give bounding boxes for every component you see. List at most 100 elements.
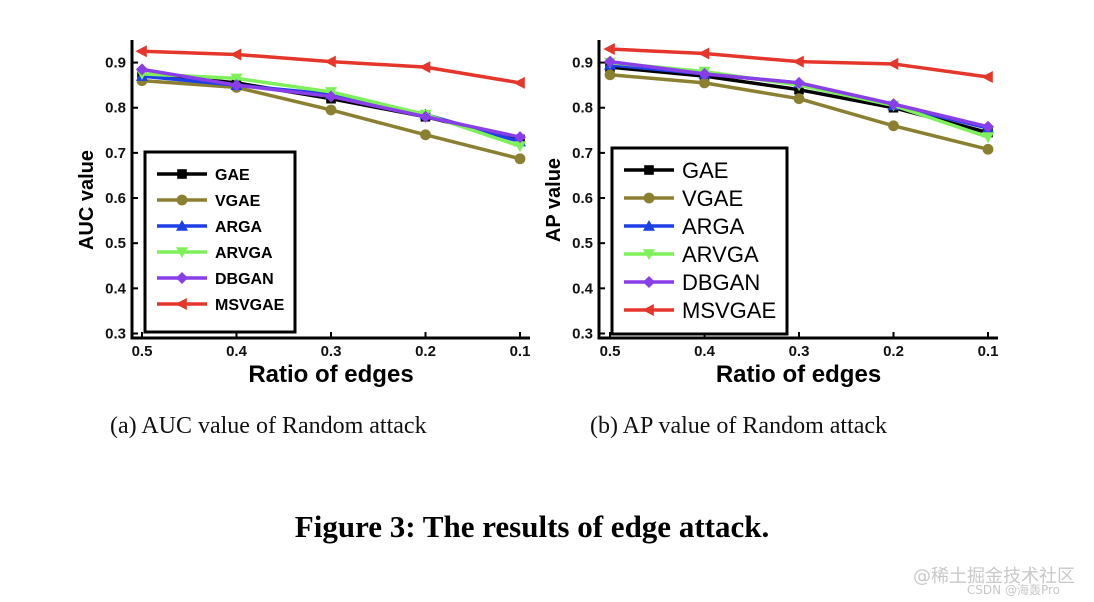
x-tick-label: 0.2 — [415, 343, 436, 360]
data-point-vgae — [604, 69, 616, 81]
data-point-vgae — [514, 153, 526, 165]
legend-label-dbgan: DBGAN — [215, 271, 274, 288]
data-point-msvgae — [229, 48, 242, 61]
legend-label-msvgae: MSVGAE — [215, 297, 285, 314]
data-point-vgae — [888, 120, 899, 132]
x-tick-label: 0.4 — [694, 343, 716, 360]
x-tick-label: 0.3 — [321, 343, 342, 360]
series-vgae — [604, 69, 994, 155]
data-point-msvgae — [981, 71, 993, 84]
y-tick-label: 0.4 — [572, 280, 594, 297]
legend-label-msvgae: MSVGAE — [682, 298, 776, 323]
legend-marker-vgae — [176, 194, 188, 206]
x-tick-label: 0.1 — [978, 343, 999, 360]
legend-label-dbgan: DBGAN — [682, 270, 760, 295]
legend-label-vgae: VGAE — [215, 193, 261, 210]
y-tick-label: 0.6 — [572, 190, 593, 207]
x-tick-label: 0.4 — [226, 343, 248, 360]
legend-box — [143, 150, 297, 334]
figure-caption: Figure 3: The results of edge attack. — [295, 509, 769, 544]
watermark-line2: CSDN @海轰Pro — [967, 582, 1060, 597]
data-point-msvgae — [886, 57, 899, 70]
legend-label-arga: ARGA — [215, 219, 263, 236]
data-point-vgae — [793, 93, 805, 105]
x-tick-label: 0.5 — [600, 343, 621, 360]
data-point-msvgae — [324, 55, 336, 68]
data-point-arvga — [514, 141, 526, 153]
y-tick-label: 0.9 — [105, 55, 126, 72]
legend-marker-vgae — [643, 192, 655, 204]
chart-auc: 0.3 0.4 0.5 0.6 0.7 0.8 0.9 0.5 0.4 0.3 0.2 0.1 Rati… — [76, 40, 530, 388]
data-point-dbgan — [514, 131, 526, 144]
watermark-line1: @稀土掘金技术社区 — [913, 566, 1075, 587]
x-tick-label: 0.1 — [510, 343, 531, 360]
y-tick-label: 0.6 — [105, 190, 126, 207]
data-point-msvgae — [697, 47, 710, 60]
y-tick-label: 0.7 — [572, 145, 593, 162]
legend-marker-arga — [176, 220, 188, 231]
data-point-vgae — [325, 104, 337, 116]
legend-box — [610, 146, 789, 336]
legend-label-arga: ARGA — [682, 214, 745, 239]
chart-ap: 0.3 0.4 0.5 0.6 0.7 0.8 0.9 0.5 0.4 0.3 0.2 0.1 Rati… — [543, 40, 998, 388]
y-tick-label: 0.8 — [105, 100, 126, 117]
series-msvgae — [603, 43, 993, 84]
legend-marker-msvgae — [642, 304, 654, 316]
data-point-msvgae — [792, 55, 804, 68]
data-point-vgae — [420, 129, 431, 141]
legend: GAE VGAE ARGA ARVGA DBGAN MSVGAE — [143, 150, 297, 334]
data-point-msvgae — [135, 45, 147, 58]
y-tick-label: 0.3 — [572, 325, 593, 342]
y-tick-label: 0.9 — [572, 55, 593, 72]
y-tick-label: 0.5 — [105, 235, 126, 252]
data-point-dbgan — [604, 55, 616, 68]
y-axis-label: AUC value — [76, 150, 98, 250]
legend: GAE VGAE ARGA ARVGA DBGAN MSVGAE — [610, 146, 789, 336]
legend-label-vgae: VGAE — [682, 186, 743, 211]
x-axis-label: Ratio of edges — [248, 361, 413, 388]
series-msvgae — [135, 45, 525, 89]
legend-label-gae: GAE — [682, 158, 728, 183]
data-point-msvgae — [513, 76, 525, 89]
legend-marker-msvgae — [175, 298, 187, 310]
data-point-vgae — [699, 77, 710, 89]
subcaption-a: (a) AUC value of Random attack — [110, 413, 427, 439]
legend-marker-dbgan — [176, 272, 188, 284]
legend-marker-dbgan — [643, 276, 655, 288]
data-point-arvga — [982, 132, 994, 144]
legend-marker-gae — [644, 165, 654, 175]
y-tick-label: 0.7 — [105, 145, 126, 162]
legend-label-gae: GAE — [215, 167, 250, 184]
data-point-dbgan — [136, 63, 148, 76]
legend-marker-gae — [177, 169, 187, 179]
subcaption-b: (b) AP value of Random attack — [590, 413, 887, 439]
x-axis-label: Ratio of edges — [716, 361, 881, 388]
data-point-dbgan — [325, 90, 337, 103]
legend-label-arvga: ARVGA — [682, 242, 759, 267]
data-point-dbgan — [698, 67, 711, 80]
data-point-arvga — [230, 73, 243, 85]
data-point-msvgae — [603, 43, 615, 56]
y-tick-label: 0.4 — [105, 280, 127, 297]
x-tick-label: 0.2 — [883, 343, 904, 360]
data-point-dbgan — [230, 79, 243, 92]
y-tick-label: 0.3 — [105, 325, 126, 342]
series-dbgan — [604, 55, 994, 133]
legend-label-arvga: ARVGA — [215, 245, 273, 262]
x-tick-label: 0.3 — [789, 343, 810, 360]
legend-marker-arvga — [643, 249, 655, 260]
data-point-dbgan — [887, 98, 900, 111]
data-point-msvgae — [418, 61, 431, 74]
legend-marker-arvga — [176, 247, 188, 258]
series-dbgan — [136, 63, 526, 144]
x-tick-label: 0.5 — [132, 343, 153, 360]
data-point-vgae — [982, 143, 994, 155]
data-point-dbgan — [419, 110, 432, 123]
y-tick-label: 0.8 — [572, 100, 593, 117]
y-axis-label: AP value — [543, 158, 565, 242]
y-tick-label: 0.5 — [572, 235, 593, 252]
data-point-dbgan — [793, 76, 805, 89]
legend-marker-arga — [643, 220, 655, 231]
data-point-dbgan — [982, 120, 994, 133]
